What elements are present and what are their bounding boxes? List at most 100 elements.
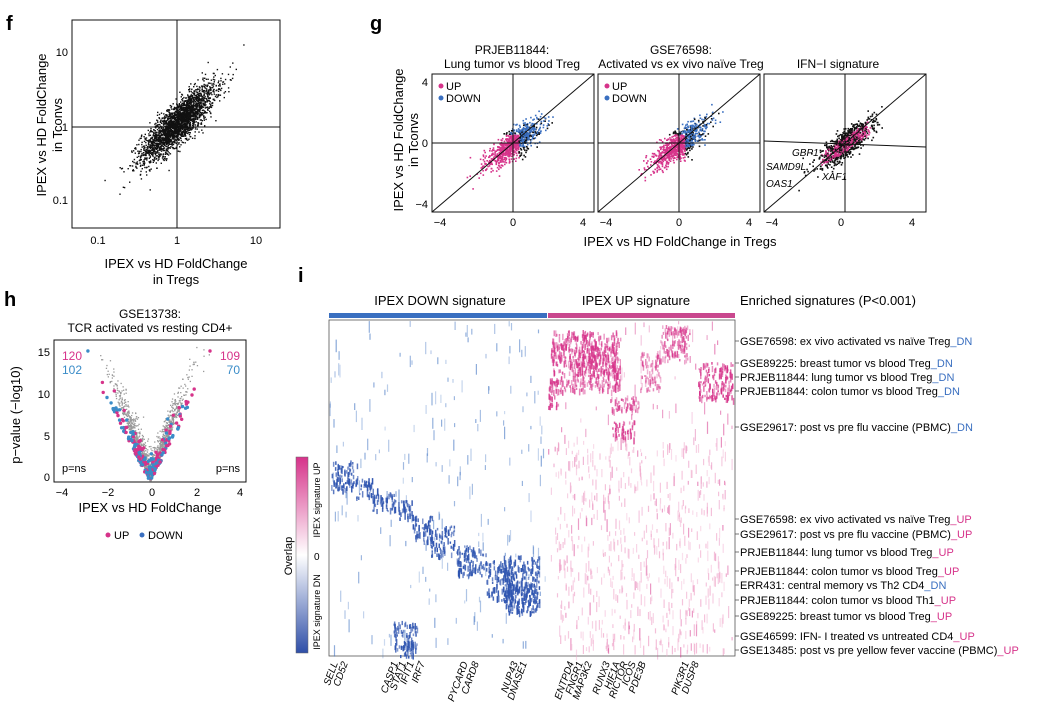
- scatter-point: [143, 160, 145, 163]
- scatter-point: [697, 119, 700, 122]
- scatter-point: [158, 138, 160, 141]
- scatter-point: [170, 132, 172, 135]
- scatter-point: [204, 105, 206, 107]
- scatter-point: [508, 146, 510, 149]
- scatter-point: [686, 144, 689, 147]
- scatter-point: [854, 139, 857, 142]
- scatter-point: [163, 129, 165, 131]
- scatter-point: [496, 166, 499, 169]
- scatter-point: [660, 158, 663, 161]
- scatter-point: [165, 145, 167, 147]
- scatter-point: [494, 150, 497, 153]
- scatter-point: [172, 147, 175, 149]
- scatter-point: [684, 145, 687, 148]
- scatter-point: [174, 127, 176, 129]
- scatter-point: [158, 135, 161, 137]
- scatter-point: [187, 102, 189, 104]
- scatter-point: [677, 146, 679, 148]
- scatter-point: [122, 186, 125, 188]
- scatter-point: [187, 116, 190, 119]
- scatter-point: [519, 126, 521, 128]
- scatter-point: [189, 108, 191, 110]
- scatter-point: [146, 166, 148, 168]
- scatter-point: [190, 100, 192, 103]
- scatter-point: [170, 129, 172, 131]
- scatter-point: [229, 79, 232, 81]
- scatter-point: [825, 161, 828, 164]
- scatter-point: [182, 127, 184, 129]
- scatter-point: [119, 167, 121, 169]
- scatter-point: [149, 152, 152, 154]
- scatter-point: [656, 169, 659, 172]
- scatter-point: [167, 141, 170, 143]
- scatter-point: [172, 112, 174, 114]
- scatter-point: [703, 130, 705, 132]
- scatter-point: [198, 103, 200, 105]
- scatter-point: [663, 144, 665, 147]
- scatter-point: [193, 120, 195, 123]
- scatter-point: [142, 160, 144, 163]
- scatter-point: [137, 150, 139, 152]
- scatter-point: [668, 159, 671, 161]
- scatter-point: [202, 100, 204, 102]
- scatter-point: [483, 149, 486, 152]
- scatter-point: [151, 154, 154, 156]
- scatter-point: [218, 85, 220, 87]
- scatter-point: [190, 102, 193, 104]
- scatter-point: [183, 111, 186, 113]
- scatter-point: [198, 90, 201, 93]
- scatter-point: [645, 156, 647, 159]
- scatter-point: [208, 107, 210, 109]
- scatter-point: [175, 146, 178, 149]
- scatter-point: [835, 155, 838, 157]
- scatter-point: [174, 133, 176, 135]
- scatter-point: [669, 156, 672, 158]
- scatter-point: [847, 127, 850, 130]
- scatter-point: [491, 154, 493, 157]
- scatter-point: [197, 96, 200, 99]
- scatter-point: [179, 146, 181, 148]
- scatter-point: [515, 157, 518, 160]
- scatter-point: [201, 104, 203, 106]
- scatter-point: [166, 109, 169, 111]
- scatter-point: [175, 118, 177, 121]
- scatter-point: [196, 111, 198, 113]
- scatter-point: [191, 105, 193, 107]
- scatter-point: [191, 101, 193, 103]
- scatter-point: [509, 146, 511, 149]
- scatter-point: [174, 138, 176, 140]
- scatter-point: [519, 154, 522, 157]
- scatter-point: [153, 132, 155, 134]
- scatter-point: [481, 166, 484, 169]
- scatter-point: [864, 123, 867, 126]
- scatter-point: [181, 105, 183, 107]
- scatter-point: [193, 122, 195, 125]
- scatter-point: [186, 110, 188, 112]
- scatter-point: [173, 136, 175, 139]
- scatter-point: [162, 128, 164, 130]
- scatter-point: [845, 132, 848, 134]
- scatter-point: [134, 152, 136, 154]
- scatter-point: [146, 157, 148, 160]
- scatter-point: [651, 152, 654, 155]
- scatter-point: [177, 109, 179, 112]
- scatter-point: [164, 152, 167, 154]
- scatter-point: [172, 130, 175, 133]
- scatter-point: [164, 139, 167, 141]
- scatter-point: [185, 122, 187, 124]
- scatter-point: [466, 176, 469, 179]
- scatter-point: [846, 144, 849, 147]
- scatter-point: [183, 116, 185, 118]
- scatter-point: [702, 122, 705, 124]
- scatter-point: [524, 156, 527, 158]
- scatter-point: [172, 124, 175, 126]
- scatter-point: [851, 146, 854, 149]
- scatter-point: [152, 159, 155, 161]
- scatter-point: [203, 93, 205, 95]
- scatter-point: [851, 148, 854, 150]
- scatter-point: [823, 159, 825, 161]
- scatter-point: [155, 146, 157, 149]
- scatter-point: [682, 151, 684, 153]
- scatter-point: [204, 107, 207, 109]
- scatter-point: [178, 133, 180, 135]
